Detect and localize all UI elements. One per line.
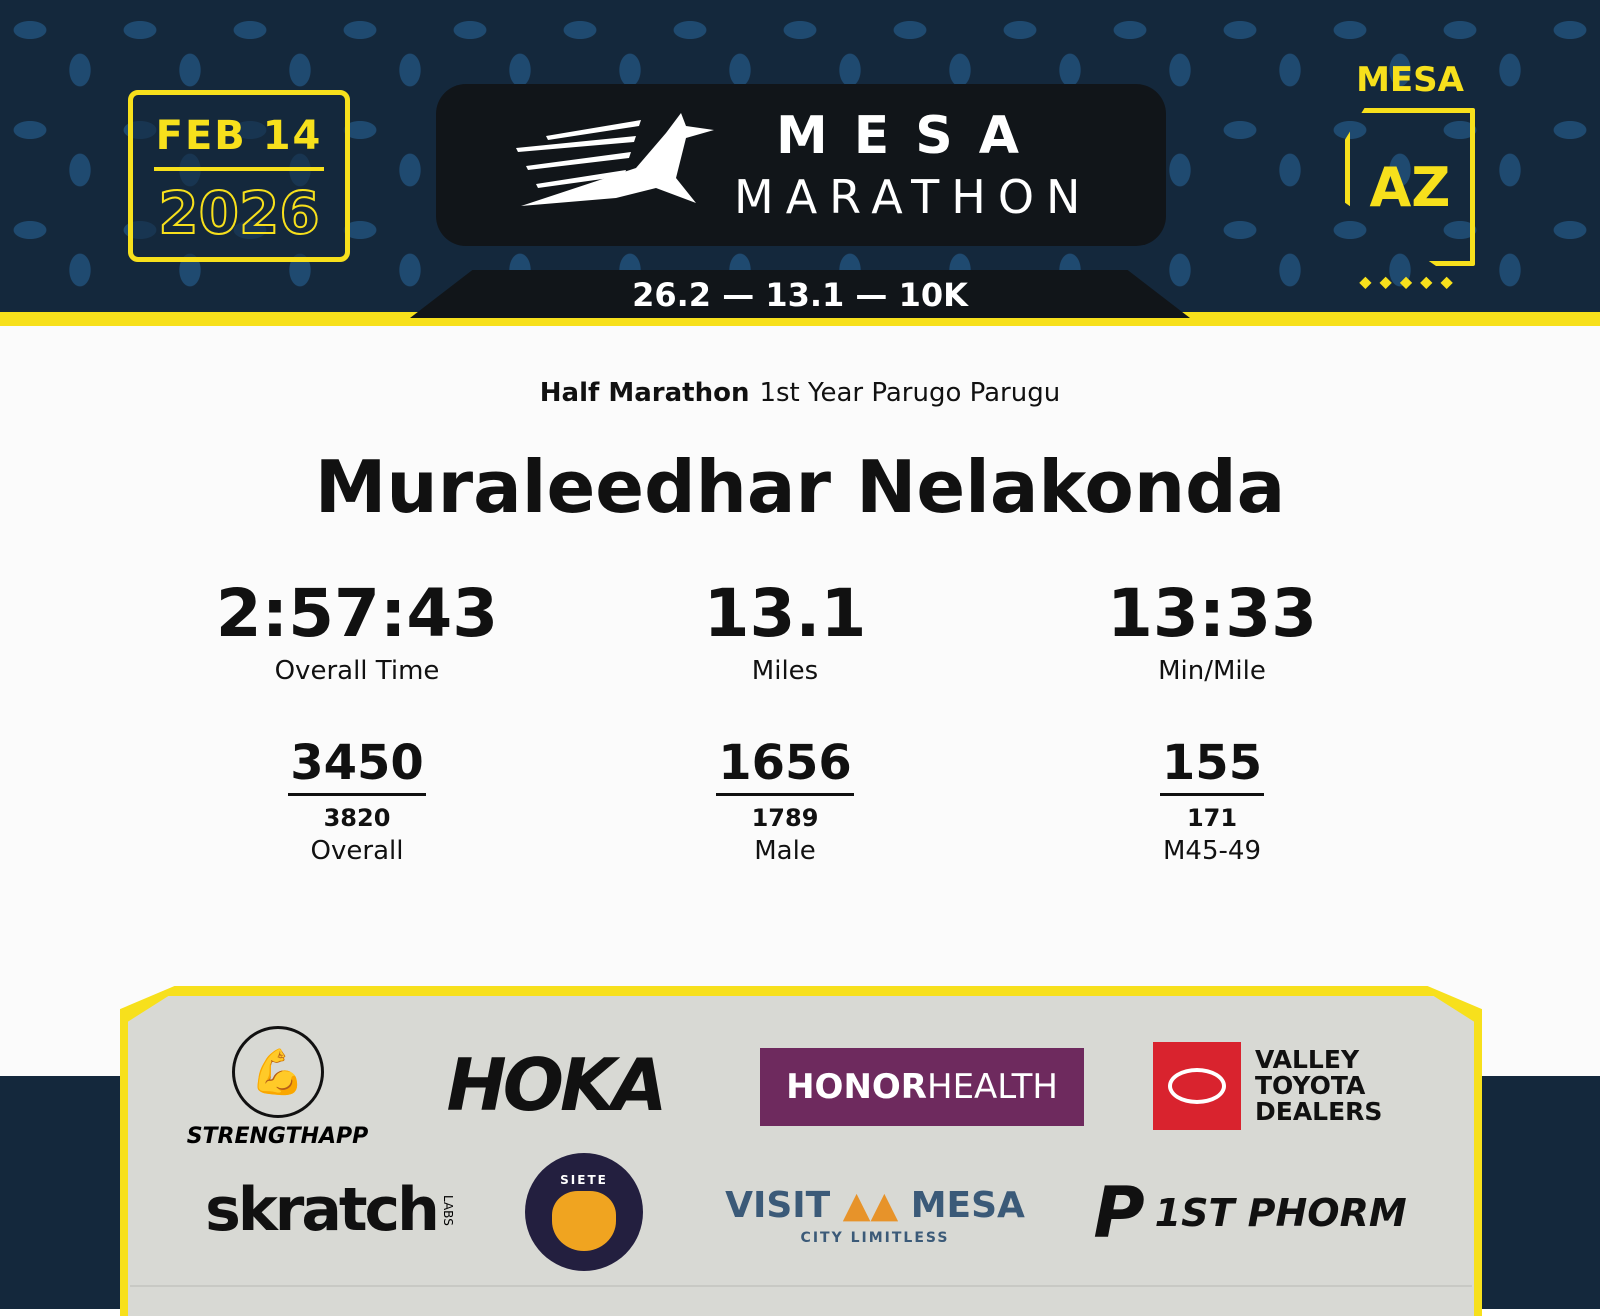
sponsor-label: LABS <box>440 1194 455 1226</box>
mesa-m-icon: ▲▲ <box>842 1184 899 1226</box>
arizona-map-icon: AZ <box>1345 108 1475 266</box>
distances: 26.2 — 13.1 — 10K <box>632 276 968 314</box>
result-card <box>0 326 1600 1076</box>
rank-gender: 1656 1789 Male <box>585 735 985 866</box>
distance-tab <box>410 270 1190 318</box>
stat-miles: 13.1 Miles <box>585 575 985 686</box>
stat-overall-time: 2:57:43 Overall Time <box>157 575 557 686</box>
logo-subtitle: MARATHON <box>734 170 1093 224</box>
sponsor-label: skratch <box>205 1175 440 1245</box>
sponsor-label: SIETE <box>560 1173 608 1187</box>
mesa-marathon-logo: MESA MARATHON <box>436 84 1166 246</box>
sponsor-label: HEALTH <box>927 1067 1058 1107</box>
header-stripe <box>0 312 1600 326</box>
sponsor-1st-phorm[interactable]: P 1ST PHORM <box>1090 1172 1410 1254</box>
rank-place: 3450 <box>288 735 426 796</box>
event-date-badge: FEB 14 2026 <box>128 90 350 262</box>
eagle-icon <box>552 1191 616 1251</box>
sponsor-valley-toyota[interactable]: VALLEY TOYOTA DEALERS <box>1153 1042 1423 1130</box>
stat-label: Overall Time <box>274 656 440 686</box>
rank-label: M45-49 <box>1163 836 1261 866</box>
divider <box>154 167 324 171</box>
sponsor-label: 1ST PHORM <box>1154 1190 1407 1235</box>
sponsor-label: VISIT <box>725 1184 831 1226</box>
team-name: 1st Year Parugo Parugu <box>759 378 1061 408</box>
race-name: Half Marathon <box>539 378 750 408</box>
sponsor-honorhealth[interactable]: HONOR HEALTH <box>760 1048 1084 1126</box>
rank-total: 1789 <box>751 804 819 832</box>
phorm-icon: P <box>1093 1171 1145 1254</box>
city-label: MESA <box>1356 60 1464 100</box>
race-info: Half Marathon 1st Year Parugo Parugu <box>0 378 1600 408</box>
sponsor-label: HONOR <box>786 1067 927 1107</box>
sponsor-label: VALLEY TOYOTA DEALERS <box>1255 1045 1383 1126</box>
event-year: 2026 <box>157 178 320 248</box>
rank-place: 1656 <box>716 735 854 796</box>
rank-total: 171 <box>1186 804 1238 832</box>
sponsor-strengthapp[interactable]: 💪 STRENGTHAPP <box>180 1022 375 1152</box>
sponsor-visit-mesa[interactable]: VISIT ▲▲ MESA CITY LIMITLESS <box>715 1175 1035 1255</box>
sponsor-label: STRENGTHAPP <box>186 1123 369 1149</box>
sponsor-tagline: CITY LIMITLESS <box>800 1229 950 1246</box>
stat-pace: 13:33 Min/Mile <box>1012 575 1412 686</box>
bicep-icon: 💪 <box>231 1025 324 1118</box>
arizona-badge: MESA AZ ◆◆◆◆◆ <box>1340 60 1480 291</box>
rank-total: 3820 <box>323 804 391 832</box>
stat-label: Min/Mile <box>1158 656 1266 686</box>
rank-label: Overall <box>310 836 404 866</box>
event-date: FEB 14 <box>155 113 323 159</box>
rank-place: 155 <box>1159 735 1265 796</box>
stat-label: Miles <box>751 656 819 686</box>
stat-value: 13.1 <box>703 575 867 652</box>
state-label: AZ <box>1369 155 1451 219</box>
toyota-icon <box>1153 1042 1241 1130</box>
stat-value: 13:33 <box>1106 575 1318 652</box>
sponsor-hoka[interactable]: HOKA <box>446 1043 668 1127</box>
rank-overall: 3450 3820 Overall <box>157 735 557 866</box>
sponsor-siete[interactable]: SIETE <box>525 1153 643 1271</box>
logo-title: MESA <box>776 106 1045 166</box>
runner-name: Muraleedhar Nelakonda <box>314 445 1286 529</box>
sponsor-skratch-labs[interactable]: skratch LABS <box>200 1175 460 1245</box>
rank-age-group: 155 171 M45-49 <box>1012 735 1412 866</box>
stat-value: 2:57:43 <box>215 575 499 652</box>
sponsor-label: MESA <box>910 1184 1025 1226</box>
roadrunner-icon <box>516 113 714 206</box>
divider <box>130 1285 1472 1287</box>
rank-label: Male <box>754 836 816 866</box>
dots-decoration: ◆◆◆◆◆ <box>1359 272 1461 291</box>
